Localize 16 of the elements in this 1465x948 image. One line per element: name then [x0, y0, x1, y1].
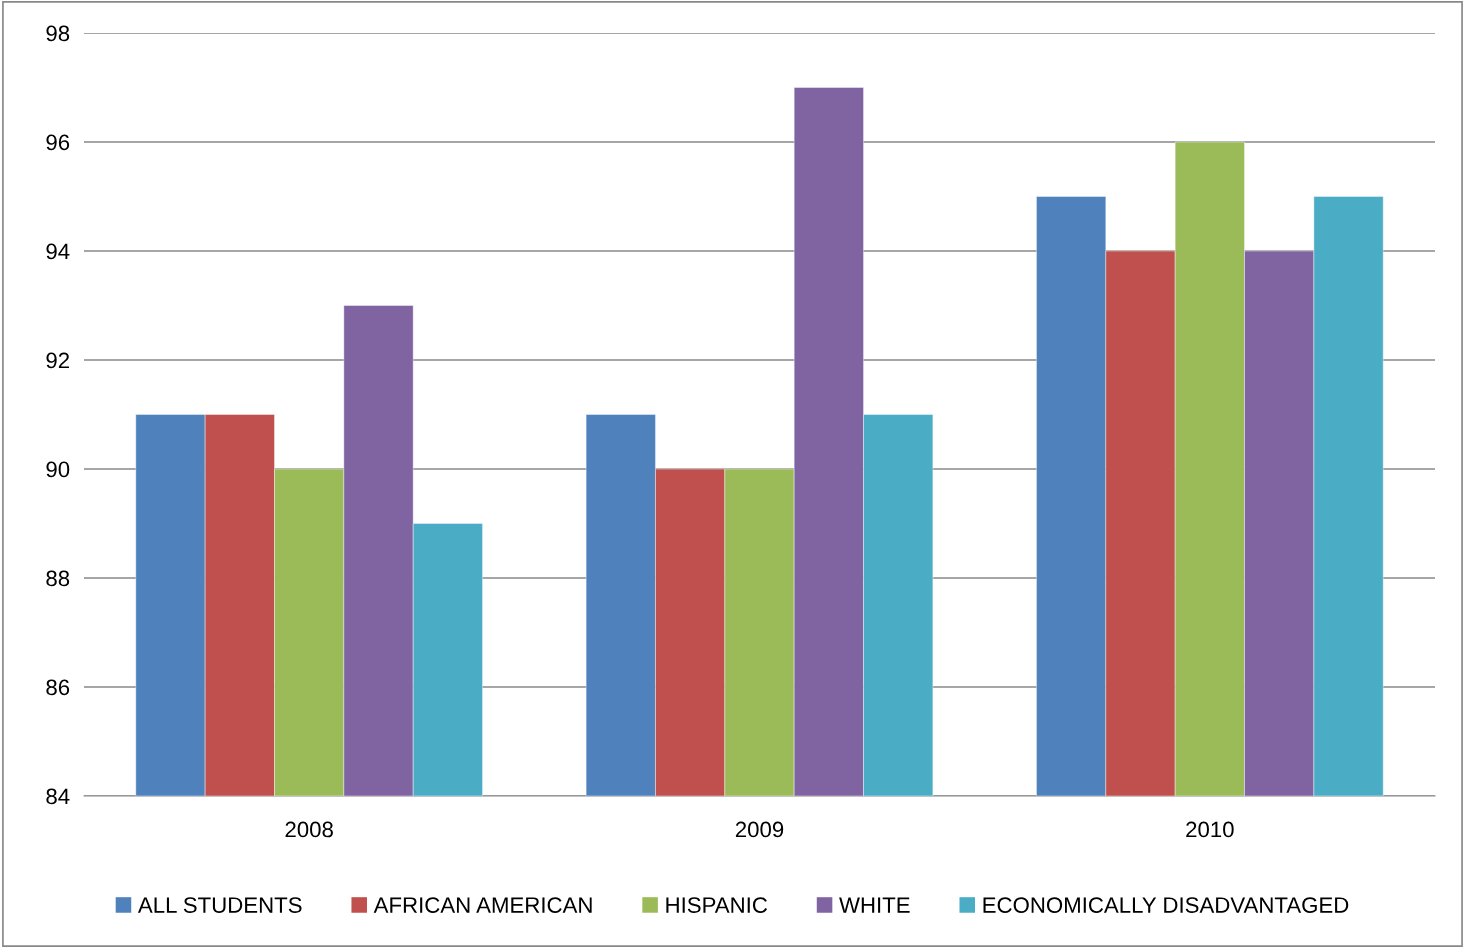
y-tick-label: 86 — [46, 679, 70, 696]
x-tick-label: 2010 — [1186, 821, 1234, 838]
x-tick-label: 2008 — [285, 821, 333, 838]
y-tick-label: 98 — [46, 25, 70, 42]
legend-label: ECONOMICALLY DISADVANTAGED — [983, 897, 1349, 913]
y-tick-label: 90 — [46, 461, 70, 478]
legend-label: ALL STUDENTS — [137, 897, 302, 913]
legend-label: HISPANIC — [666, 897, 768, 913]
y-tick-label: 96 — [46, 134, 70, 151]
y-tick-label: 94 — [46, 243, 70, 260]
y-tick-label: 84 — [46, 788, 70, 805]
y-tick-label: 88 — [46, 570, 70, 587]
legend-label: AFRICAN AMERICAN — [373, 897, 592, 913]
legend-label: WHITE — [839, 897, 910, 913]
x-tick-label: 2009 — [735, 821, 784, 838]
y-tick-label: 92 — [46, 352, 69, 369]
